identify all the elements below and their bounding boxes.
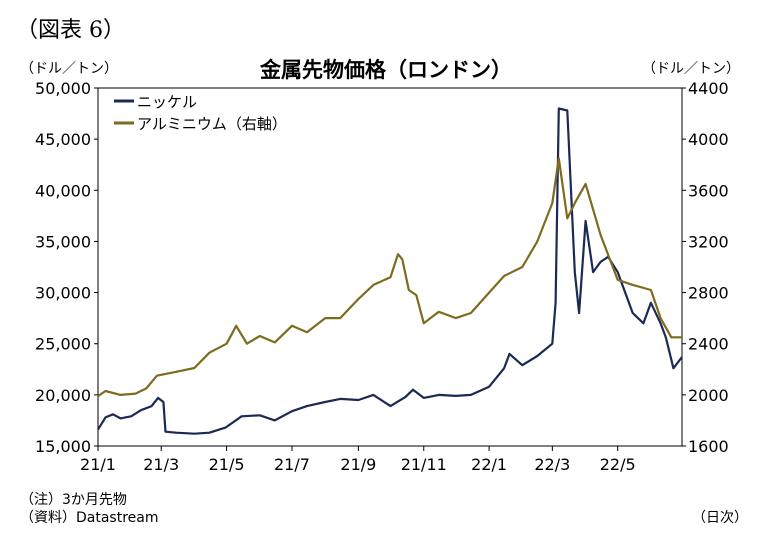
left-axis-tick-label: 30,000 <box>35 284 91 303</box>
x-axis-tick-label: 22/5 <box>600 455 636 474</box>
x-axis-tick-label: 21/3 <box>143 455 179 474</box>
plot-frame <box>97 87 683 447</box>
right-axis-tick-label: 1600 <box>688 437 729 456</box>
left-axis-tick-label: 50,000 <box>35 79 91 98</box>
left-axis-tick-label: 35,000 <box>35 232 91 251</box>
left-axis-tick-label: 15,000 <box>35 437 91 456</box>
left-axis-unit: （ドル／トン） <box>20 61 118 77</box>
left-axis-tick-label: 25,000 <box>35 335 91 354</box>
aluminium-series-line <box>97 157 682 398</box>
x-axis-tick-label: 22/1 <box>471 455 507 474</box>
x-axis-tick-label: 21/1 <box>80 455 116 474</box>
x-axis-tick-label: 22/3 <box>534 455 570 474</box>
left-axis-tick-label: 40,000 <box>35 181 91 200</box>
x-axis-tick-label: 21/11 <box>401 455 447 474</box>
right-axis-tick-label: 4400 <box>688 79 729 98</box>
right-axis-tick-label: 4000 <box>688 130 729 149</box>
nickel-series-line <box>97 107 683 435</box>
x-axis-tick-label: 21/5 <box>209 455 245 474</box>
right-axis-tick-label: 3600 <box>688 181 729 200</box>
right-axis-tick-label: 3200 <box>688 232 729 251</box>
x-axis-tick-label: 21/9 <box>340 455 376 474</box>
right-axis-tick-label: 2400 <box>688 335 729 354</box>
note-futures: （注）3か月先物 <box>20 492 127 508</box>
x-axis-tick-label: 21/7 <box>274 455 310 474</box>
right-axis-unit: （ドル／トン） <box>642 61 740 77</box>
legend-label: ニッケル <box>137 93 197 111</box>
chart-title: 金属先物価格（ロンドン） <box>260 58 512 82</box>
x-axis-unit: （日次） <box>692 510 748 526</box>
right-axis-tick-label: 2800 <box>688 284 729 303</box>
left-axis-tick-label: 45,000 <box>35 130 91 149</box>
left-axis-tick-label: 20,000 <box>35 386 91 405</box>
figure-label: （図表 6） <box>16 18 125 43</box>
right-axis-tick-label: 2000 <box>688 386 729 405</box>
note-source: （資料）Datastream <box>20 510 159 526</box>
legend-label: アルミニウム（右軸） <box>137 115 287 133</box>
